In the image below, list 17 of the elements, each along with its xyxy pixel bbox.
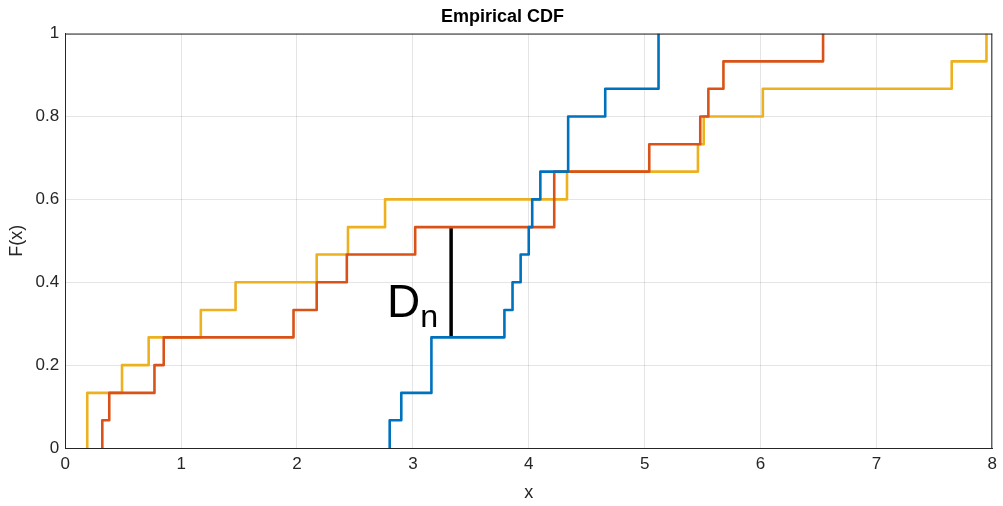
y-tick-label: 0.4 [35,271,60,291]
x-tick-label: 8 [987,453,998,473]
y-tick-label: 1 [49,23,60,43]
x-tick-label: 2 [292,453,302,473]
y-tick-label: 0.6 [35,189,60,209]
y-axis-title: F(x) [5,224,26,257]
x-tick-label: 3 [408,453,418,473]
x-tick-label: 4 [524,453,534,473]
y-tick-label: 0 [49,437,60,457]
x-tick-label: 7 [871,453,882,473]
chart-title: Empirical CDF [440,5,565,26]
x-tick-label: 5 [639,453,650,473]
x-tick-label: 6 [755,453,766,473]
x-axis-title: x [524,482,534,503]
y-tick-label: 0.2 [35,354,60,374]
x-tick-label: 1 [176,453,186,473]
y-tick-label: 0.8 [35,106,60,126]
